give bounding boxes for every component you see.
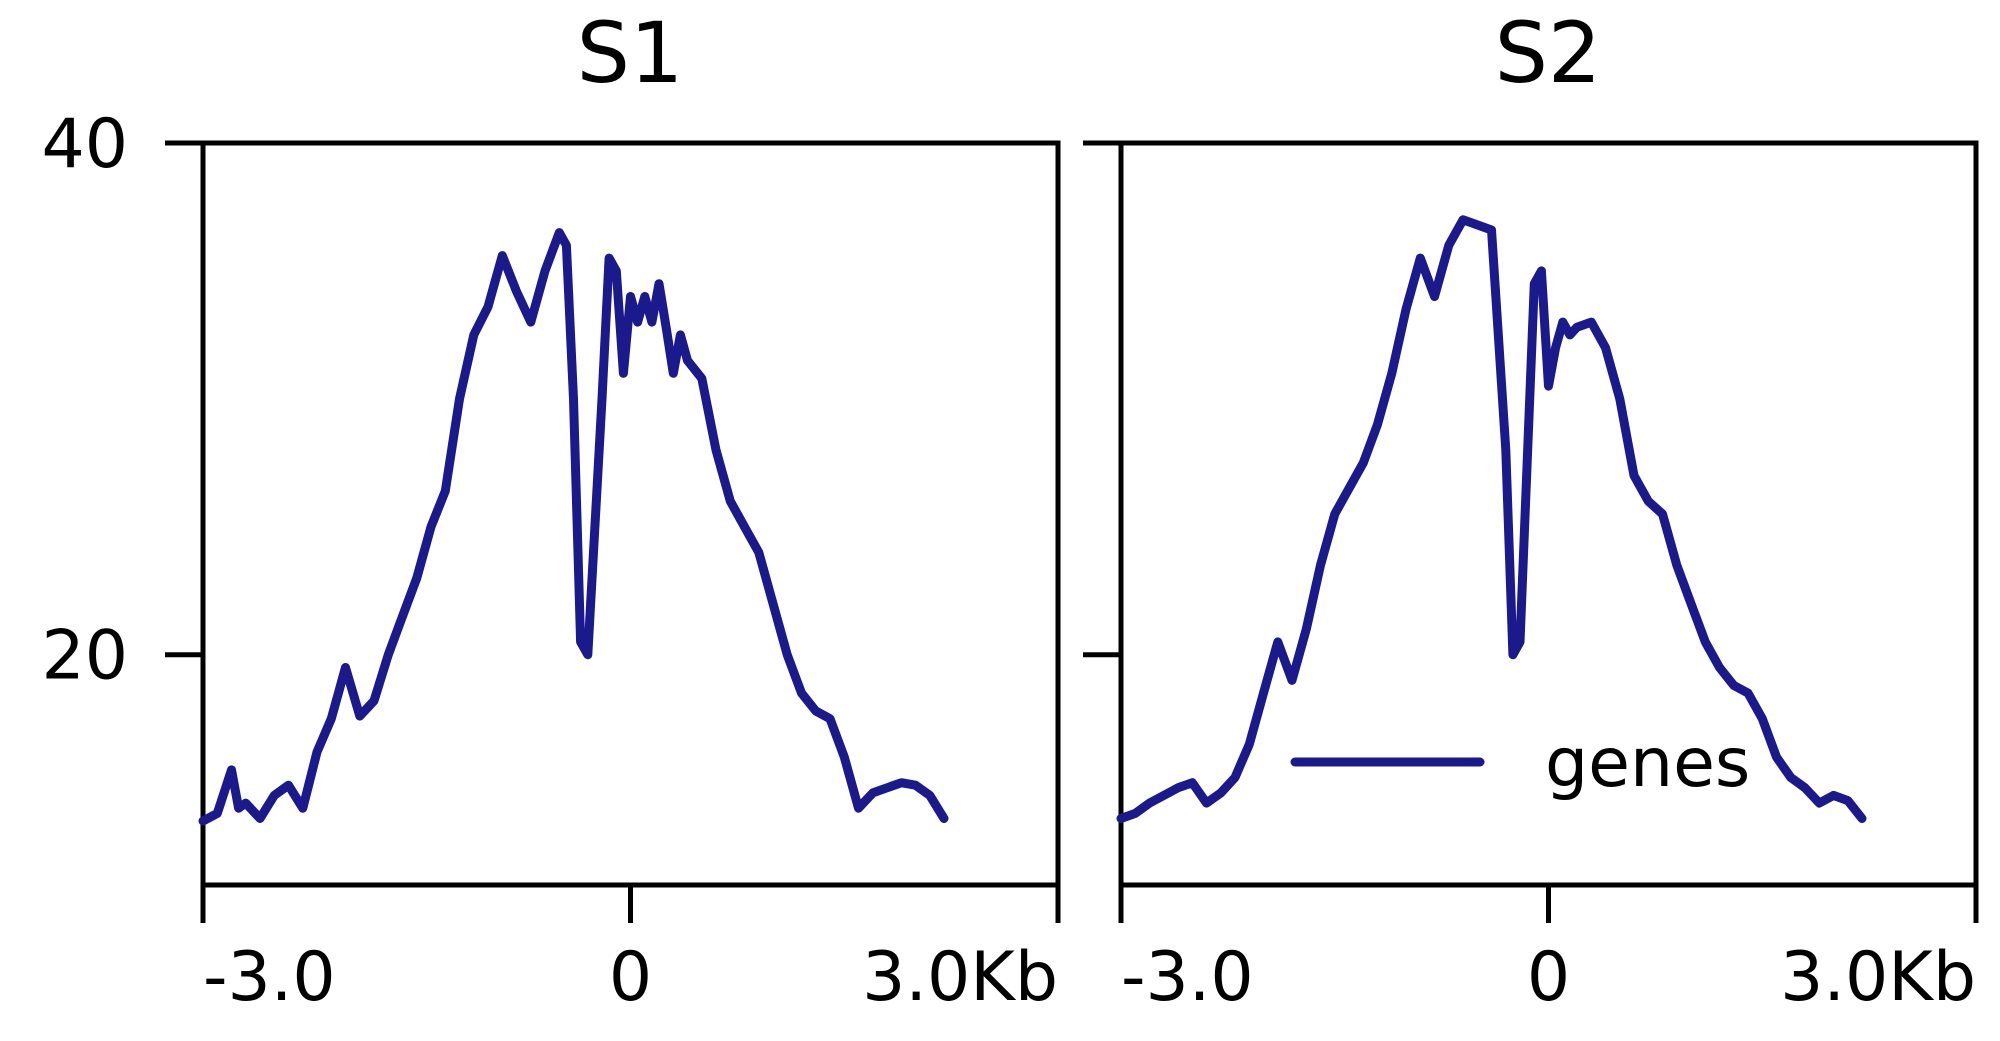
panel-title-s2: S2: [1495, 4, 1602, 102]
y-tick-label: 40: [41, 105, 128, 184]
x-axis-s2: -3.0 0 3.0Kb: [1118, 885, 1979, 1017]
x-tick-label: 3.0Kb: [862, 938, 1058, 1017]
legend-label: genes: [1545, 724, 1750, 803]
y-axis-s1: 40 20: [41, 105, 203, 696]
x-tick-label: 0: [1527, 938, 1570, 1017]
x-tick-label: -3.0: [203, 938, 336, 1017]
x-tick-label: 3.0Kb: [1780, 938, 1976, 1017]
x-tick-label: -3.0: [1121, 938, 1254, 1017]
panel-s1: S1 40 20 -3.0 0 3.0Kb: [41, 4, 1061, 1017]
panel-s2: S2 -3.0 0 3.0Kb genes: [1083, 4, 1979, 1017]
y-axis-s2: [1083, 140, 1121, 658]
series-line-s2: [1116, 215, 1867, 823]
x-tick-label: 0: [609, 938, 652, 1017]
panel-title-s1: S1: [577, 4, 684, 102]
legend: genes: [1290, 724, 1750, 803]
series-line-s1: [198, 228, 949, 826]
x-axis-s1: -3.0 0 3.0Kb: [200, 885, 1061, 1017]
y-tick-label: 20: [41, 617, 128, 696]
plot-frame-s1: [200, 140, 1061, 888]
